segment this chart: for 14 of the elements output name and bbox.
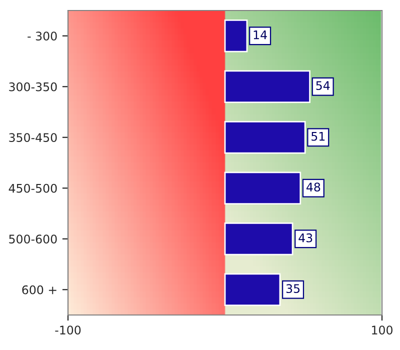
x-tick-label: 100: [372, 326, 392, 335]
y-tick-label: 350-450: [9, 133, 57, 142]
y-tick-label: - 300: [28, 32, 57, 41]
data-label: 48: [306, 182, 320, 192]
y-tick-label: 300-350: [9, 82, 57, 92]
data-label: 35: [286, 284, 300, 294]
x-tick-label: -100: [55, 326, 81, 335]
data-label: 51: [312, 132, 325, 141]
data-label: 14: [254, 30, 267, 40]
data-label: 54: [316, 81, 330, 90]
data-label: 43: [298, 233, 312, 242]
y-tick-label: 600 +: [22, 285, 56, 294]
y-tick-label: 450-500: [8, 184, 57, 193]
y-tick-label: 500-600: [9, 234, 57, 244]
